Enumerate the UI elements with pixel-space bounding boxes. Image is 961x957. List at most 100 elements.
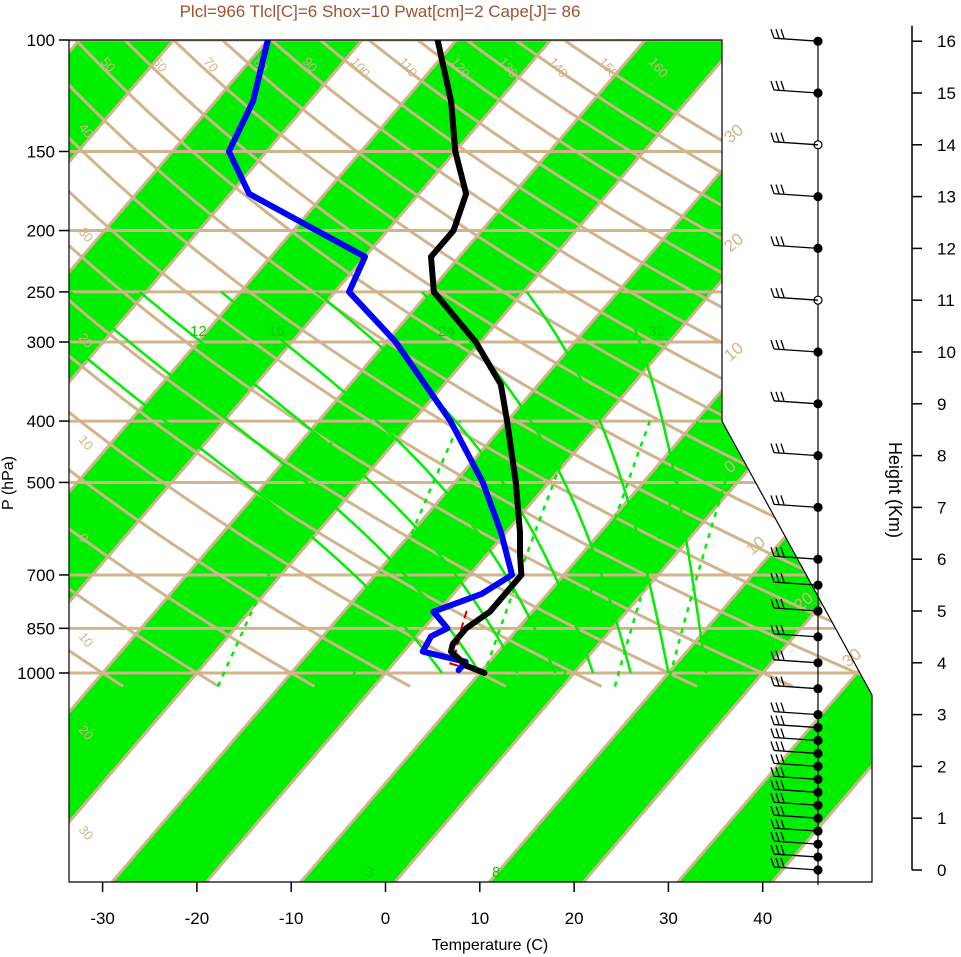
wind-barb-feather	[780, 857, 785, 868]
wind-barb-feather	[775, 754, 780, 764]
wind-barb-feather	[780, 132, 785, 143]
wind-barb	[773, 788, 819, 793]
dry-adiabat	[69, 40, 794, 688]
height-tick-label: 10	[937, 343, 956, 362]
band	[69, 40, 551, 882]
wind-barb	[773, 853, 819, 858]
wind-barb-feather	[775, 287, 780, 298]
wind-barb-feather	[780, 495, 785, 505]
wind-barb-feather	[775, 702, 780, 712]
wind-barb-feather	[780, 339, 785, 350]
wind-barb-feather	[770, 767, 775, 777]
x-tick-label: 30	[659, 909, 678, 928]
wind-barb-feather	[770, 624, 775, 635]
wind-barb-feather	[775, 857, 780, 868]
x-tick-label: 40	[753, 909, 772, 928]
x-tick-label: -20	[185, 909, 210, 928]
moist-adiabat	[69, 290, 444, 674]
wind-barb-feather	[770, 184, 775, 194]
wind-barb-feather	[775, 132, 780, 143]
height-tick-label: 11	[937, 291, 955, 310]
isotherm-label: 20	[720, 229, 747, 256]
wind-barb	[773, 296, 819, 301]
dry-adiabat	[69, 40, 603, 688]
y-tick-label: 200	[27, 222, 55, 241]
x-tick-label: -10	[279, 909, 304, 928]
moist-adiabat	[420, 290, 632, 674]
height-tick-label: 13	[937, 188, 956, 207]
wind-barb-feather	[770, 831, 775, 842]
wind-barb-feather	[770, 818, 775, 829]
mixing-ratio-line	[216, 420, 343, 687]
wind-barb	[773, 348, 819, 353]
y-axis-label: P (hPa)	[0, 456, 17, 510]
isotherm-line	[69, 40, 270, 882]
wind-barb	[773, 555, 819, 560]
wind-barb-feather	[770, 805, 775, 816]
y-tick-label: 250	[27, 283, 55, 302]
height-tick-label: 14	[937, 136, 956, 155]
height-tick-label: 1	[937, 809, 946, 828]
height-tick-label: 12	[937, 239, 956, 258]
x-axis-label: Temperature (C)	[432, 937, 548, 954]
wind-barb-feather	[770, 132, 775, 143]
wind-barb	[773, 607, 819, 612]
y-tick-label: 1000	[17, 664, 55, 683]
moist-adiabat	[525, 291, 670, 674]
isotherm-label: 10	[76, 629, 97, 650]
height-axis-label: Height (Km)	[885, 442, 905, 538]
isotherm-label: 10	[76, 432, 97, 453]
x-tick-label: 10	[470, 909, 489, 928]
wind-barb	[773, 801, 819, 806]
y-tick-label: 300	[27, 333, 55, 352]
moist-adiabat	[618, 291, 708, 674]
wind-barb	[773, 581, 819, 586]
wind-barb-feather	[780, 28, 785, 39]
height-tick-label: 7	[937, 498, 946, 517]
chart-title: Plcl=966 Tlcl[C]=6 Shox=10 Pwat[cm]=2 Ca…	[180, 2, 581, 21]
wind-barb-feather	[780, 287, 785, 298]
wind-barb	[773, 840, 819, 845]
wind-barb-feather	[775, 184, 780, 194]
dry-adiabat	[69, 40, 872, 688]
wind-barb	[773, 37, 819, 42]
dry-adiabat	[270, 40, 872, 688]
dry-adiabat	[172, 40, 872, 688]
wind-barb-feather	[770, 857, 775, 868]
wind-barb-feather	[770, 287, 775, 298]
wind-barb-feather	[780, 676, 785, 686]
dry-adiabat	[69, 40, 872, 688]
wind-barb-feather	[780, 715, 785, 725]
wind-barb-feather	[780, 546, 785, 557]
wind-barb-feather	[780, 818, 785, 829]
x-axis: -30 -20 -10 0 10 20 30 40	[90, 882, 772, 928]
moist-adiabat	[220, 290, 557, 674]
wind-barb	[773, 244, 819, 250]
profile-series	[225, 40, 525, 676]
mixing-ratio-line	[478, 420, 579, 687]
y-tick-label: 100	[27, 31, 55, 50]
wind-barb-feather	[780, 650, 785, 661]
wind-barb-feather	[770, 443, 775, 453]
height-tick-label: 5	[937, 602, 946, 621]
wind-barb-feather	[780, 391, 785, 402]
parcel-line	[449, 610, 486, 674]
dry-adiabat	[319, 40, 872, 688]
wind-barb-feather	[770, 780, 775, 790]
wind-barb-feather	[780, 624, 785, 635]
wind-barb-feather	[780, 443, 785, 453]
x-tick-label: 0	[381, 909, 390, 928]
mixing-ratio-line	[559, 420, 651, 687]
y-tick-label: 500	[27, 473, 55, 492]
wind-barb	[773, 723, 819, 729]
wind-barb-feather	[780, 793, 785, 803]
wind-barb-feather	[775, 741, 780, 751]
height-tick-label: 16	[937, 32, 956, 51]
x-tick-label: 20	[565, 909, 584, 928]
wind-barb	[773, 866, 819, 871]
moist-adiabat-label: 16	[268, 323, 285, 340]
wind-barb-feather	[775, 650, 780, 661]
wind-barb-feather	[770, 728, 775, 738]
y-tick-label: 850	[27, 619, 55, 638]
